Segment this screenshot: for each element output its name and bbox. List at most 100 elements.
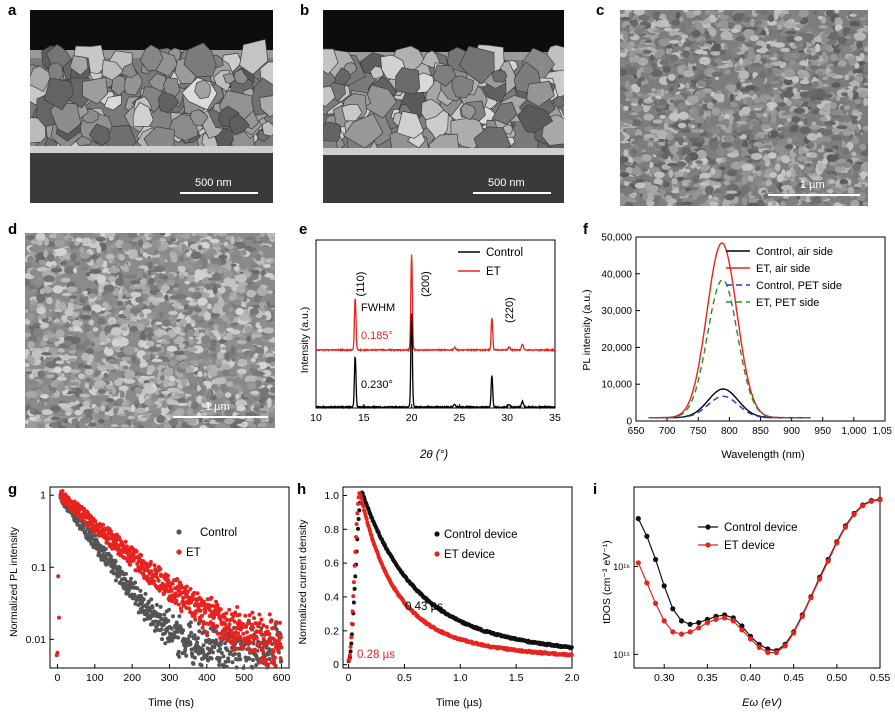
grain (173, 326, 182, 334)
grain (125, 400, 130, 406)
grain (192, 263, 203, 269)
grain (859, 52, 865, 60)
grain (741, 185, 751, 194)
grain (129, 307, 142, 315)
grain (244, 268, 249, 272)
grain (56, 376, 67, 381)
sem-b-drawing (323, 10, 564, 203)
grain (173, 350, 185, 355)
grain (26, 234, 35, 241)
grain (117, 337, 129, 347)
grain (771, 29, 781, 39)
grain (41, 352, 52, 356)
grain (676, 176, 685, 182)
grain (51, 387, 57, 394)
grain (55, 248, 68, 256)
grain (730, 175, 736, 181)
grain (830, 135, 843, 141)
grain (822, 76, 828, 81)
grain (659, 31, 664, 39)
grain (220, 363, 232, 371)
grain (623, 186, 634, 195)
grain (837, 60, 847, 67)
grain (629, 50, 636, 59)
grain (203, 419, 211, 423)
grain (194, 329, 200, 337)
grain (779, 200, 786, 206)
grain (687, 95, 700, 104)
grain (669, 54, 679, 63)
grain (838, 173, 849, 179)
trpl-point-control (191, 661, 196, 666)
grain (94, 337, 101, 346)
grain (762, 42, 767, 50)
grain (28, 284, 37, 290)
grain (768, 67, 773, 76)
grain (817, 162, 824, 172)
grain (730, 161, 743, 170)
grain (104, 365, 115, 369)
grain (142, 286, 151, 292)
grain (653, 171, 665, 179)
grain (699, 56, 711, 66)
grain (262, 327, 275, 334)
grain (150, 312, 156, 317)
grain (228, 388, 239, 396)
grain (735, 36, 746, 42)
grain (260, 387, 270, 396)
grain (684, 46, 691, 51)
grain (627, 198, 637, 203)
grain (254, 379, 263, 388)
grain (216, 351, 224, 360)
grain (651, 62, 657, 69)
grain (151, 239, 161, 248)
grain (91, 238, 97, 245)
grain (125, 291, 130, 298)
grain (114, 235, 120, 240)
grain (27, 340, 35, 350)
grain (185, 366, 195, 373)
grain (832, 115, 843, 119)
grain (259, 95, 273, 118)
grain (107, 245, 112, 253)
panel-letter-g: g (8, 481, 18, 498)
grain (732, 13, 743, 22)
grain (25, 390, 38, 398)
grain (54, 273, 61, 277)
grain (32, 328, 43, 337)
grain (683, 70, 695, 78)
grain (203, 312, 211, 321)
y-tick-label: 20,000 (601, 343, 632, 354)
grain (36, 411, 42, 415)
grain (733, 66, 742, 72)
grain (166, 345, 178, 352)
trpl-point-et (93, 519, 98, 524)
grain (826, 189, 834, 194)
grain (739, 78, 746, 83)
grain (198, 358, 205, 363)
grain (679, 129, 691, 133)
xrd-series-control (315, 313, 556, 410)
grain (677, 122, 687, 129)
grain (647, 96, 652, 101)
grain (839, 105, 845, 111)
grain (269, 266, 275, 270)
grain (147, 278, 155, 285)
grain (687, 58, 697, 64)
grain (143, 382, 152, 389)
grain (48, 422, 60, 428)
grain (96, 257, 104, 267)
grain (323, 85, 336, 108)
grain (96, 274, 107, 284)
x-tick-label: 1,000 (841, 426, 866, 437)
grain (187, 329, 194, 337)
grain (737, 40, 743, 49)
grain (675, 161, 687, 168)
fwhm-et-value: 0.185° (361, 330, 393, 342)
grain (246, 247, 257, 252)
trpl-point-control (167, 607, 171, 612)
grain (36, 306, 47, 315)
grain (671, 178, 678, 185)
x-tick-label: 700 (659, 426, 676, 437)
grain (723, 110, 736, 114)
